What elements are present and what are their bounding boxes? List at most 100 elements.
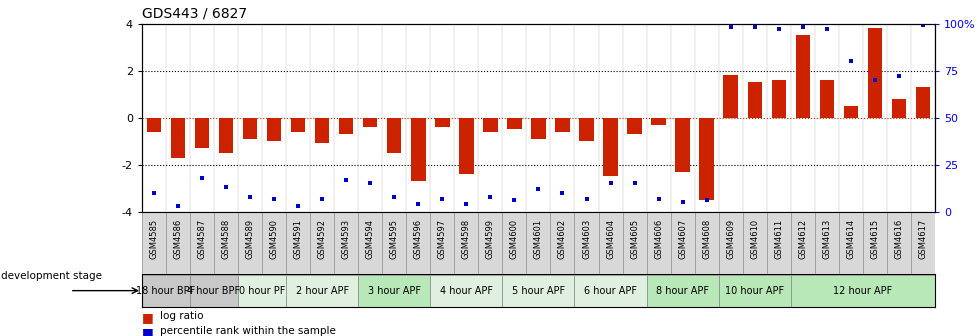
Text: GSM4601: GSM4601 <box>533 219 543 259</box>
Bar <box>862 212 886 274</box>
Bar <box>411 118 425 181</box>
Text: GSM4586: GSM4586 <box>173 219 182 259</box>
Bar <box>483 118 497 132</box>
Bar <box>147 118 161 132</box>
Bar <box>386 118 401 153</box>
Bar <box>243 118 257 139</box>
Bar <box>338 118 353 134</box>
Bar <box>267 118 281 141</box>
Bar <box>507 118 521 129</box>
Bar <box>238 275 286 307</box>
Text: ■: ■ <box>142 326 154 336</box>
Text: 12 hour APF: 12 hour APF <box>832 286 892 296</box>
Bar <box>190 212 214 274</box>
Bar <box>891 99 906 118</box>
Text: ■: ■ <box>142 311 154 324</box>
Bar <box>790 212 814 274</box>
Text: GSM4607: GSM4607 <box>678 219 687 259</box>
Bar <box>914 87 929 118</box>
Bar <box>190 275 238 307</box>
Text: GSM4603: GSM4603 <box>581 219 591 259</box>
Bar <box>843 106 857 118</box>
Bar <box>886 212 910 274</box>
Bar <box>645 212 670 274</box>
Bar <box>698 118 713 200</box>
Text: 0 hour PF: 0 hour PF <box>239 286 285 296</box>
Text: GSM4587: GSM4587 <box>198 219 206 259</box>
Text: GSM4617: GSM4617 <box>917 219 926 259</box>
Text: GSM4597: GSM4597 <box>437 219 446 259</box>
Bar <box>771 80 785 118</box>
Text: GSM4605: GSM4605 <box>630 219 639 259</box>
Bar <box>526 212 550 274</box>
Bar <box>910 212 934 274</box>
Bar <box>627 118 642 134</box>
Bar <box>574 212 598 274</box>
Text: 6 hour APF: 6 hour APF <box>584 286 637 296</box>
Bar <box>814 212 838 274</box>
Text: GSM4616: GSM4616 <box>894 219 903 259</box>
Bar <box>214 212 238 274</box>
Bar <box>718 212 742 274</box>
Bar <box>645 275 718 307</box>
Bar <box>219 118 233 153</box>
Bar <box>675 118 689 172</box>
Bar <box>459 118 473 174</box>
Bar <box>723 75 737 118</box>
Bar <box>430 212 454 274</box>
Text: GSM4613: GSM4613 <box>822 219 830 259</box>
Text: GSM4596: GSM4596 <box>414 219 422 259</box>
Text: GSM4599: GSM4599 <box>485 219 495 259</box>
Text: GSM4611: GSM4611 <box>774 219 782 259</box>
Bar <box>434 118 449 127</box>
Bar <box>381 212 406 274</box>
Bar <box>238 212 262 274</box>
Text: 4 hour APF: 4 hour APF <box>439 286 492 296</box>
Text: GSM4610: GSM4610 <box>749 219 759 259</box>
Bar <box>286 275 358 307</box>
Bar <box>170 118 185 158</box>
Text: GSM4604: GSM4604 <box>605 219 614 259</box>
Bar <box>478 212 502 274</box>
Text: 4 hour BPF: 4 hour BPF <box>188 286 241 296</box>
Bar <box>718 275 790 307</box>
Bar <box>574 275 645 307</box>
Bar <box>430 275 502 307</box>
Bar <box>333 212 358 274</box>
Bar <box>502 275 574 307</box>
Bar <box>790 275 934 307</box>
Bar <box>742 212 766 274</box>
Bar <box>142 212 166 274</box>
Bar <box>694 212 718 274</box>
Bar <box>363 118 378 127</box>
Bar <box>622 212 645 274</box>
Text: GSM4591: GSM4591 <box>293 219 302 259</box>
Bar <box>315 118 329 143</box>
Text: 18 hour BPF: 18 hour BPF <box>136 286 196 296</box>
Bar <box>310 212 333 274</box>
Text: 5 hour APF: 5 hour APF <box>511 286 564 296</box>
Text: GSM4588: GSM4588 <box>221 219 231 259</box>
Bar <box>550 212 574 274</box>
Text: log ratio: log ratio <box>159 311 202 321</box>
Text: GSM4612: GSM4612 <box>797 219 807 259</box>
Text: GSM4595: GSM4595 <box>389 219 398 259</box>
Text: 10 hour APF: 10 hour APF <box>725 286 783 296</box>
Bar <box>819 80 833 118</box>
Text: GSM4608: GSM4608 <box>701 219 710 259</box>
Text: GSM4589: GSM4589 <box>245 219 254 259</box>
Bar <box>262 212 286 274</box>
Text: percentile rank within the sample: percentile rank within the sample <box>159 326 335 336</box>
Text: GSM4594: GSM4594 <box>366 219 375 259</box>
Text: GSM4585: GSM4585 <box>150 219 158 259</box>
Text: GSM4602: GSM4602 <box>557 219 566 259</box>
Text: GSM4593: GSM4593 <box>341 219 350 259</box>
Text: 2 hour APF: 2 hour APF <box>295 286 348 296</box>
Bar <box>867 28 881 118</box>
Bar <box>290 118 305 132</box>
Bar <box>555 118 569 132</box>
Bar <box>670 212 694 274</box>
Bar <box>286 212 310 274</box>
Text: GSM4592: GSM4592 <box>317 219 327 259</box>
Text: 8 hour APF: 8 hour APF <box>655 286 708 296</box>
